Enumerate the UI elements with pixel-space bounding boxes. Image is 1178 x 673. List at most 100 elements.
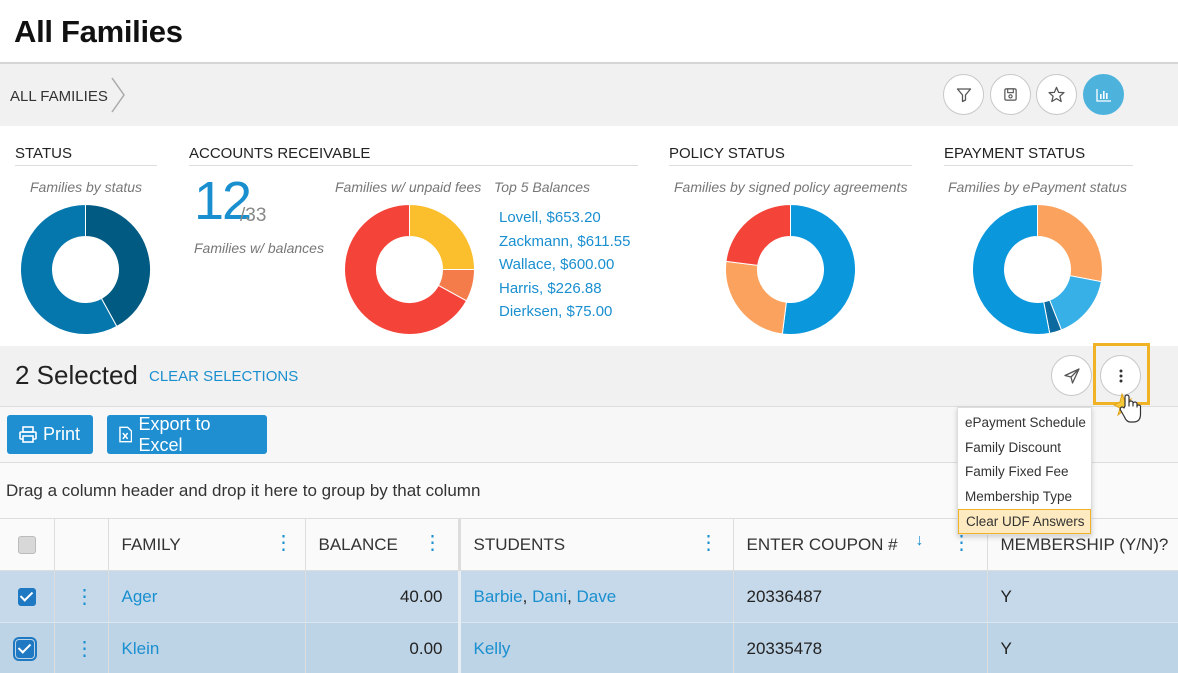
sort-desc-icon[interactable]: ↓ xyxy=(915,532,924,549)
donut-slice-0[interactable] xyxy=(781,204,856,335)
membership-cell: Y xyxy=(987,570,1178,623)
students-column-label: STUDENTS xyxy=(473,534,566,554)
policy-panel-title: POLICY STATUS xyxy=(669,145,785,162)
top5-item[interactable]: Lovell, $653.20 xyxy=(499,209,601,226)
table-row[interactable]: ⋮ Ager 40.00 Barbie, Dani, Dave 20336487… xyxy=(0,570,1178,623)
family-column-header[interactable]: FAMILY ⋮ xyxy=(108,518,306,571)
column-menu-icon[interactable]: ⋮ xyxy=(698,532,719,554)
top5-item[interactable]: Dierksen, $75.00 xyxy=(499,303,613,320)
row-menu-cell: ⋮ xyxy=(54,622,109,673)
family-cell: Klein xyxy=(108,622,306,673)
chart-toggle-button[interactable] xyxy=(1083,74,1124,115)
donut-slice-1[interactable] xyxy=(725,260,787,335)
title-divider xyxy=(0,62,1178,64)
top5-item[interactable]: Zackmann, $611.55 xyxy=(499,232,631,250)
donut-slice-0[interactable] xyxy=(1037,204,1103,283)
student-link[interactable]: Dave xyxy=(576,586,617,606)
ar-balance-count: 12 xyxy=(194,171,252,231)
save-icon xyxy=(1004,88,1017,101)
donut-slice-0[interactable] xyxy=(409,204,475,270)
policy-subtitle: Families by signed policy agreements xyxy=(674,179,908,195)
top5-title: Top 5 Balances xyxy=(494,179,590,195)
students-cell: Kelly xyxy=(459,622,734,673)
top5-item[interactable]: Harris, $226.88 xyxy=(499,279,602,297)
export-excel-button[interactable]: Export to Excel xyxy=(107,413,267,455)
ar-donut-chart[interactable] xyxy=(344,204,475,335)
vertical-dots-icon xyxy=(1119,369,1122,382)
status-subtitle: Families by status xyxy=(30,179,143,195)
click-cursor-icon xyxy=(1113,392,1142,423)
donut-slice-2[interactable] xyxy=(344,204,468,335)
balance-cell: 0.00 xyxy=(305,622,461,673)
ar-chart-caption: Families w/ unpaid fees xyxy=(335,179,482,195)
family-link[interactable]: Klein xyxy=(121,638,160,658)
star-icon xyxy=(1048,86,1065,103)
print-label: Print xyxy=(43,424,81,444)
epayment-panel-rule xyxy=(944,165,1133,166)
filter-button[interactable] xyxy=(943,74,984,115)
row-checkbox[interactable] xyxy=(18,588,36,607)
row-menu-cell: ⋮ xyxy=(54,570,109,623)
status-panel-title: STATUS xyxy=(15,145,72,162)
breadcrumb[interactable]: ALL FAMILIES xyxy=(10,88,108,105)
column-menu-icon[interactable]: ⋮ xyxy=(422,532,443,554)
donut-slice-0[interactable] xyxy=(85,204,151,328)
status-panel-rule xyxy=(15,165,157,166)
row-select-cell xyxy=(0,622,55,673)
membership-column-label: MEMBERSHIP (Y/N)? xyxy=(1000,534,1169,554)
table-row[interactable]: ⋮ Klein 0.00 Kelly 20335478 Y xyxy=(0,622,1178,673)
excel-file-icon xyxy=(119,426,133,443)
families-grid: FAMILY ⋮ BALANCE ⋮ STUDENTS ⋮ ENTER COUPON … xyxy=(0,518,1178,673)
donut-slice-1[interactable] xyxy=(20,204,118,335)
send-button[interactable] xyxy=(1051,355,1092,396)
status-donut-chart[interactable] xyxy=(20,204,151,335)
select-all-checkbox[interactable] xyxy=(18,536,36,555)
coupon-column-label: ENTER COUPON # xyxy=(746,534,898,554)
menu-item-family-fixed-fee[interactable]: Family Fixed Fee xyxy=(965,464,1069,479)
students-column-header[interactable]: STUDENTS ⋮ xyxy=(459,518,734,571)
policy-donut-chart[interactable] xyxy=(725,204,856,335)
row-menu-header xyxy=(54,518,109,571)
row-select-cell xyxy=(0,570,55,623)
save-view-button[interactable] xyxy=(990,74,1031,115)
breadcrumb-chevron-icon xyxy=(111,77,125,113)
family-cell: Ager xyxy=(108,570,306,623)
balance-cell: 40.00 xyxy=(305,570,461,623)
epayment-subtitle: Families by ePayment status xyxy=(948,179,1127,195)
student-link[interactable]: Barbie xyxy=(473,586,523,606)
ar-count-caption: Families w/ balances xyxy=(194,240,324,256)
donut-slice-3[interactable] xyxy=(972,204,1051,335)
more-actions-menu: ePayment Schedule Family Discount Family… xyxy=(957,407,1092,535)
column-menu-icon[interactable]: ⋮ xyxy=(951,532,972,554)
epayment-donut-chart[interactable] xyxy=(972,204,1103,335)
filter-icon xyxy=(956,87,971,102)
print-button[interactable]: Print xyxy=(7,415,93,454)
menu-item-clear-udf-answers[interactable]: Clear UDF Answers xyxy=(958,509,1091,534)
top5-item[interactable]: Wallace, $600.00 xyxy=(499,256,615,273)
student-link[interactable]: Kelly xyxy=(473,638,511,658)
balance-column-header[interactable]: BALANCE ⋮ xyxy=(305,518,461,571)
menu-item-epayment-schedule[interactable]: ePayment Schedule xyxy=(965,415,1086,430)
breadcrumb-bar: ALL FAMILIES xyxy=(0,64,1178,126)
menu-item-family-discount[interactable]: Family Discount xyxy=(965,439,1062,455)
row-checkbox[interactable] xyxy=(13,637,37,662)
column-menu-icon[interactable]: ⋮ xyxy=(273,532,294,554)
menu-item-membership-type[interactable]: Membership Type xyxy=(965,488,1073,504)
balance-column-label: BALANCE xyxy=(318,534,398,554)
student-link[interactable]: Dani xyxy=(532,586,568,606)
page-title: All Families xyxy=(14,14,183,49)
row-menu-icon[interactable]: ⋮ xyxy=(74,586,95,608)
coupon-cell: 20336487 xyxy=(733,570,988,623)
send-icon xyxy=(1063,367,1080,384)
more-actions-button[interactable] xyxy=(1100,355,1141,396)
coupon-column-header[interactable]: ENTER COUPON # ↓ ⋮ xyxy=(733,518,988,571)
clear-selections-link[interactable]: CLEAR SELECTIONS xyxy=(149,368,299,385)
group-hint-text: Drag a column header and drop it here to… xyxy=(6,481,481,500)
export-label: Export to Excel xyxy=(138,413,211,455)
ar-panel-rule xyxy=(189,165,638,166)
family-link[interactable]: Ager xyxy=(121,586,158,606)
favorite-button[interactable] xyxy=(1036,74,1077,115)
top5-list: Lovell, $653.20 Zackmann, $611.55 Wallac… xyxy=(499,206,630,324)
donut-slice-2[interactable] xyxy=(725,204,791,266)
row-menu-icon[interactable]: ⋮ xyxy=(74,638,95,660)
